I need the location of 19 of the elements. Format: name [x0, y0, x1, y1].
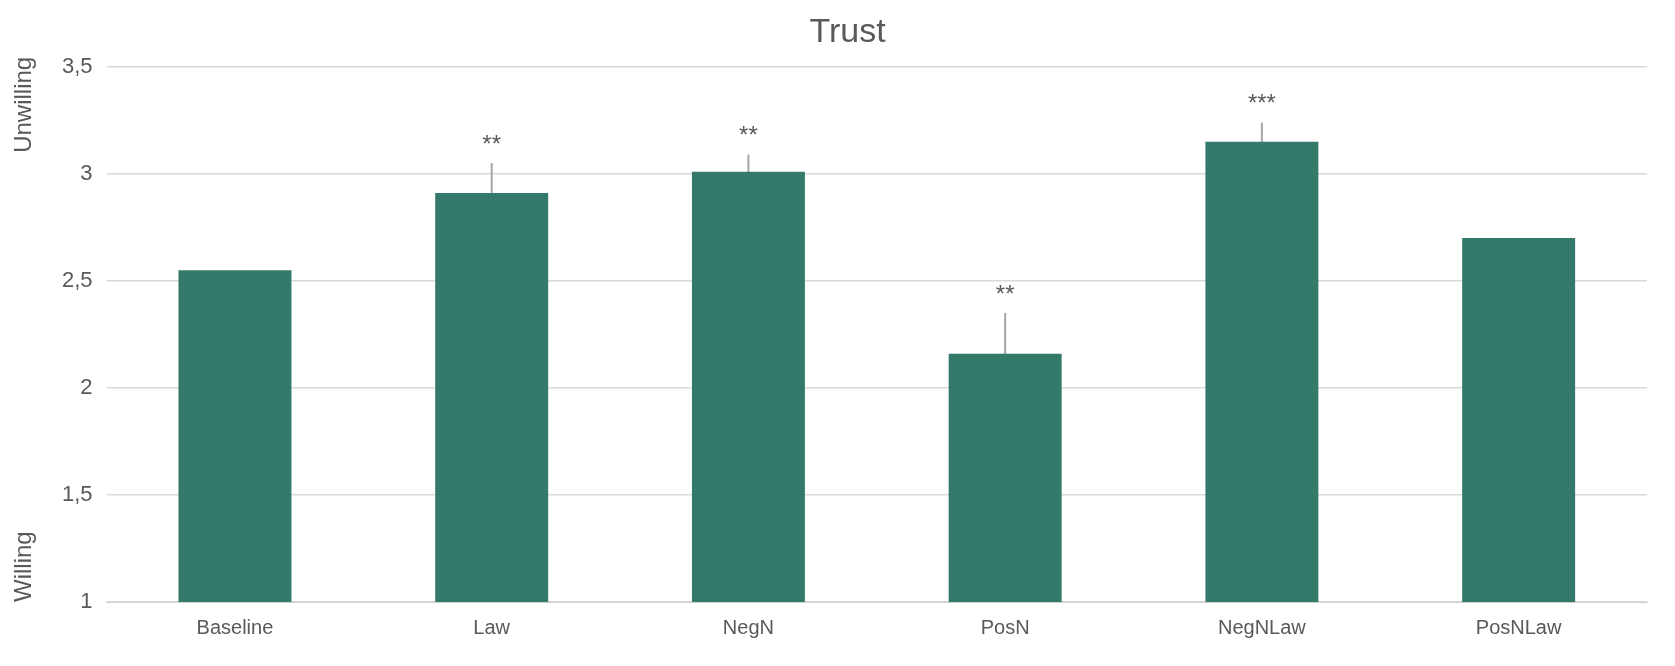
annotation: ** [739, 121, 758, 149]
chart-title: Trust [809, 10, 887, 49]
x-tick-label: Baseline [196, 615, 274, 638]
x-tick-label: Law [473, 615, 511, 638]
annotation: *** [1247, 89, 1276, 117]
x-tick-label: PosNLaw [1475, 615, 1562, 638]
y-tick-label: 1 [80, 588, 93, 614]
text: Willing [8, 531, 36, 602]
y-tick-label: 2 [80, 373, 93, 399]
y-tick-label: 3,5 [61, 52, 93, 78]
text: Unwilling [8, 56, 36, 153]
annotation: ** [482, 129, 502, 157]
x-tick-label: NegN [722, 615, 774, 638]
annotation: ** [995, 279, 1015, 307]
y-tick-label: 2,5 [61, 266, 93, 292]
y-tick-label: 3 [80, 159, 93, 185]
x-tick-label: NegNLaw [1217, 615, 1307, 638]
x-tick-label: PosN [980, 615, 1030, 638]
y-tick-label: 1,5 [61, 481, 93, 507]
